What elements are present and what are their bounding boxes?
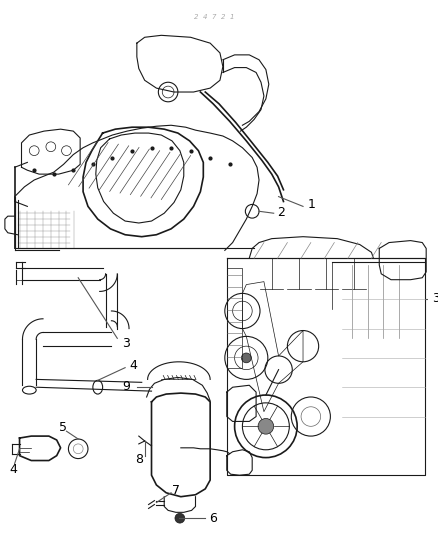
Text: 3: 3 <box>122 337 130 350</box>
Text: 5: 5 <box>59 421 67 434</box>
Text: 8: 8 <box>135 453 143 466</box>
Text: 2  4  7  2  1: 2 4 7 2 1 <box>194 14 234 20</box>
Text: 9: 9 <box>122 379 130 393</box>
Text: 4: 4 <box>10 463 18 476</box>
Circle shape <box>258 418 274 434</box>
Text: 1: 1 <box>308 198 316 211</box>
Text: 2: 2 <box>278 206 286 219</box>
Text: 7: 7 <box>172 484 180 497</box>
Text: 6: 6 <box>209 512 217 524</box>
Circle shape <box>241 353 251 363</box>
Circle shape <box>175 513 185 523</box>
Text: 3: 3 <box>432 292 438 305</box>
Text: 4: 4 <box>129 359 137 372</box>
